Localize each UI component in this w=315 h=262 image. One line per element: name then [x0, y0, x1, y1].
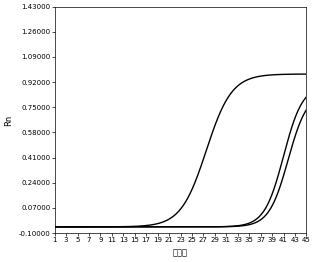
X-axis label: 循环数: 循环数 [173, 249, 188, 258]
Y-axis label: Rn: Rn [4, 114, 13, 125]
